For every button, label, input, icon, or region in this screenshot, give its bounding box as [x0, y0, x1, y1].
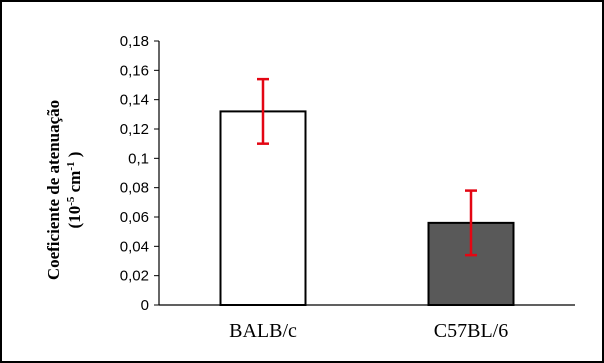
y-tick-label: 0,18	[120, 33, 149, 50]
y-tick-label: 0,12	[120, 121, 149, 138]
y-axis-unit-exp1: -5	[65, 196, 77, 206]
y-tick-label: 0,14	[120, 92, 149, 109]
y-tick-label: 0,08	[120, 180, 149, 197]
y-tick-label: 0,02	[120, 268, 149, 285]
y-axis-title-line2: (10-5 cm-1 )	[65, 152, 84, 229]
y-tick-label: 0,1	[128, 150, 149, 167]
x-category-labels: BALB/c C57BL/6	[229, 320, 508, 342]
y-tick-label: 0,16	[120, 62, 149, 79]
y-axis-unit-open: (10	[65, 206, 84, 229]
y-axis-unit-close: )	[65, 152, 84, 162]
x-category-label: C57BL/6	[434, 320, 508, 342]
x-category-label: BALB/c	[229, 320, 297, 342]
bar-2	[427, 221, 515, 306]
y-axis-title-line1: Coeficiente de atenuação	[44, 100, 63, 280]
y-ticks: 0 0,02 0,04 0,06 0,08 0,1 0,12 0,14 0,16 0,18	[120, 33, 159, 314]
y-tick-label: 0,06	[120, 209, 149, 226]
y-axis-unit-cm: cm	[65, 171, 84, 197]
y-tick-label: 0,04	[120, 238, 149, 255]
y-tick-label: 0	[141, 297, 149, 314]
y-axis-unit-exp2: -1	[65, 161, 77, 170]
error-bars	[257, 77, 477, 257]
